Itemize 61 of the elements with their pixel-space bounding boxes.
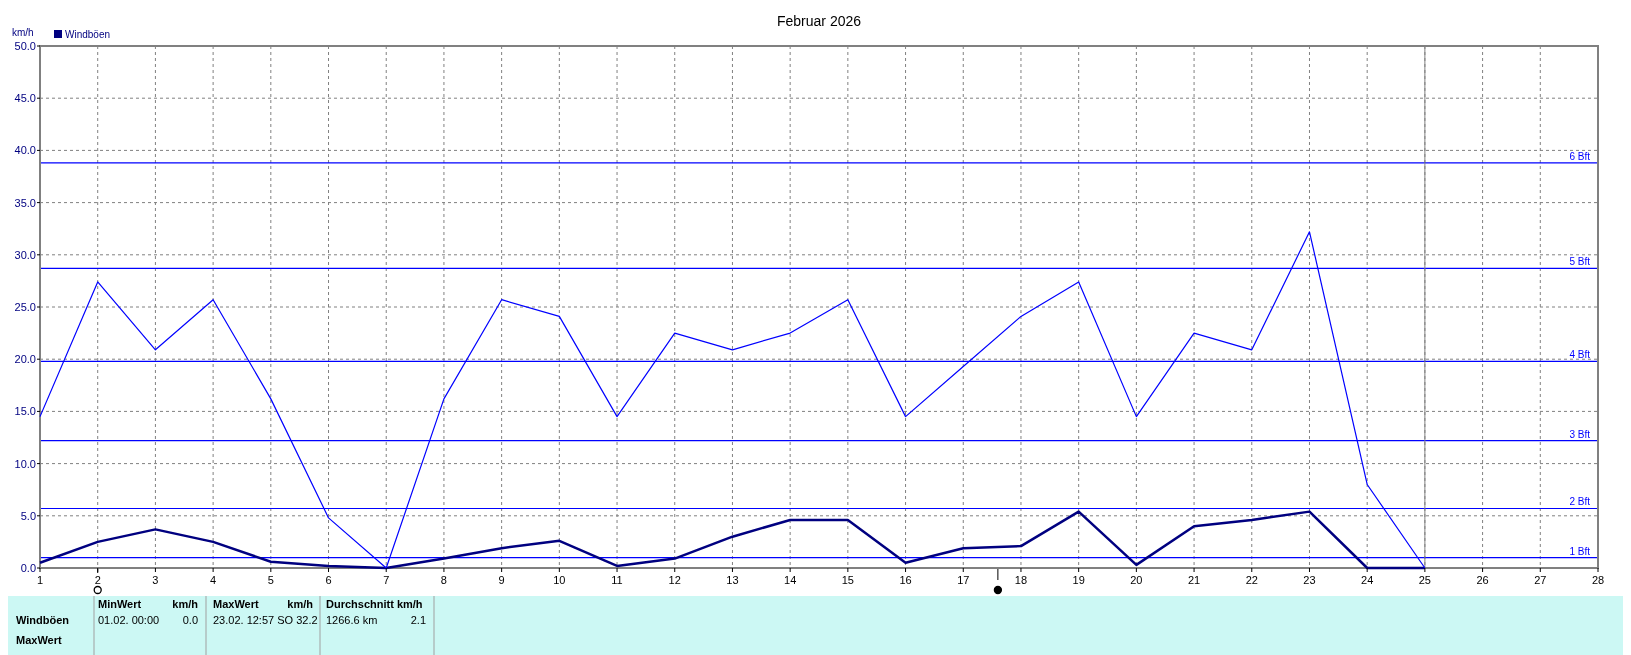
text: 1266.6 km [326,614,378,626]
y-tick-label: 35.0 [14,196,36,209]
y-tick-label: 30.0 [14,248,36,261]
x-tick-label: 3 [152,574,159,586]
x-tick-label: 24 [1361,574,1374,586]
text: km/h [287,598,314,610]
ref-line-label: 2 Bft [1569,496,1591,508]
y-tick-label: 15.0 [14,405,36,418]
line-series [38,510,1427,570]
x-tick-label: 7 [383,574,390,586]
x-tick-label: 2 [94,574,101,586]
text: km/h [172,598,199,610]
x-tick-label: 6 [325,574,332,586]
x-tick-label: 22 [1245,574,1258,586]
ref-line-label: 5 Bft [1569,256,1591,268]
text: MaxWert [213,598,259,610]
x-tick-label: 15 [841,574,854,586]
y-axis-title: km/h [12,27,34,38]
text: 01.02. 00:00 [98,614,160,626]
y-tick-label: 10.0 [14,457,36,470]
x-tick-label: 27 [1534,574,1547,586]
y-tick-label: 45.0 [14,92,36,105]
x-tick-label: 8 [440,574,447,586]
x-tick-label: 17 [957,574,970,586]
x-tick-label: 9 [498,574,505,586]
legend-label: Windböen [65,29,111,40]
text: MaxWert [16,634,62,646]
x-tick-label: 25 [1418,574,1432,586]
ref-line-label: 4 Bft [1569,349,1591,361]
x-tick-label: 21 [1187,574,1201,586]
x-tick-label: 5 [267,574,274,586]
x-tick-label: 20 [1130,574,1143,586]
y-tick-label: 0.0 [20,562,36,574]
x-tick-label: 18 [1014,574,1028,586]
x-tick-label: 13 [726,574,739,586]
y-tick-label: 50.0 [14,40,36,52]
ref-line-label: 3 Bft [1569,428,1591,440]
text: MinWert [98,598,142,610]
x-tick-label: 11 [611,574,623,586]
x-tick-label: 14 [784,574,797,586]
x-tick-label: 12 [668,574,681,586]
x-tick-label: 23 [1303,574,1316,586]
x-tick-label: 4 [210,574,217,586]
y-tick-label: 40.0 [14,144,36,157]
y-tick-label: 5.0 [20,509,36,522]
ref-line-label: 1 Bft [1569,545,1591,557]
text: Durchschnitt km/h [326,598,423,610]
x-tick-label: 19 [1072,574,1085,586]
ref-line-label: 6 Bft [1569,150,1591,162]
text: Windböen [16,614,70,626]
x-tick-label: 1 [36,574,44,586]
x-tick-label: 10 [553,574,566,586]
text: 2.1 [410,614,426,626]
y-tick-label: 20.0 [14,353,36,366]
y-tick-label: 25.0 [14,301,36,313]
text: 23.02. 12:57 SO 32.2 [213,614,318,626]
chart-title: Februar 2026 [776,13,862,29]
x-tick-label: 28 [1591,574,1605,586]
text: 0.0 [182,614,198,626]
x-tick-label: 26 [1476,574,1489,586]
x-tick-label: 16 [899,574,912,586]
